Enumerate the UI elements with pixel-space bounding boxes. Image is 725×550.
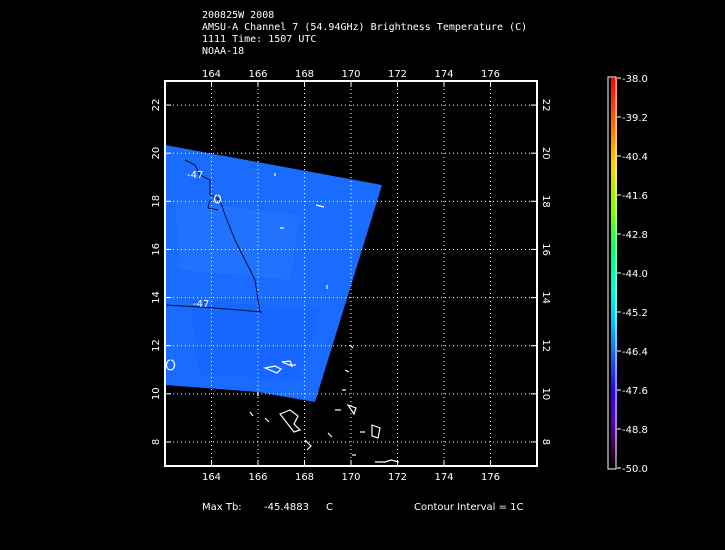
max-tb-value: -45.4883 [264, 502, 309, 513]
lat-label-right: 12 [540, 339, 551, 352]
figure-header: 200825W 2008 AMSU-A Channel 7 (54.94GHz)… [202, 10, 527, 58]
colorbar [611, 78, 617, 468]
lon-label-top: 166 [248, 69, 267, 80]
lon-label-bottom: 172 [388, 472, 407, 483]
colorbar-label: -48.8 [622, 425, 648, 436]
max-tb-unit: C [326, 502, 333, 513]
max-tb-label: Max Tb: [202, 502, 242, 513]
time-line: 1111 Time: 1507 UTC [202, 34, 317, 45]
lat-label-left: 20 [151, 147, 162, 160]
colorbar-label: -46.4 [622, 347, 648, 358]
contour-interval: Contour Interval = 1C [414, 502, 524, 513]
colorbar-label: -44.0 [622, 269, 648, 280]
contour-label-2: -47 [193, 299, 209, 310]
lat-label-right: 10 [540, 387, 551, 400]
lon-label-bottom: 170 [341, 472, 360, 483]
colorbar-label: -41.6 [622, 191, 648, 202]
lat-label-left: 22 [151, 99, 162, 112]
product-title: AMSU-A Channel 7 (54.94GHz) Brightness T… [202, 22, 528, 33]
lon-label-top: 164 [202, 69, 221, 80]
lat-label-left: 18 [151, 195, 162, 208]
colorbar-label: -45.2 [622, 308, 648, 319]
plot-frame [164, 80, 538, 467]
grid-lines [165, 81, 537, 466]
lat-label-right: 14 [540, 291, 551, 304]
satellite-name: NOAA-18 [202, 46, 245, 57]
lat-label-right: 16 [540, 243, 551, 256]
colorbar-label: -42.8 [622, 230, 648, 241]
lon-label-bottom: 176 [481, 472, 500, 483]
lat-label-left: 12 [151, 339, 162, 352]
colorbar-label: -38.0 [622, 74, 648, 85]
lon-label-bottom: 166 [248, 472, 267, 483]
coastlines [165, 173, 400, 463]
lat-label-left: 16 [151, 243, 162, 256]
swath-variation [175, 200, 300, 280]
colorbar-label: -47.6 [622, 386, 648, 397]
lat-label-right: 20 [540, 147, 551, 160]
lat-label-left: 14 [151, 291, 162, 304]
lon-label-top: 174 [434, 69, 453, 80]
lat-label-right: 22 [540, 99, 551, 112]
lon-label-top: 176 [481, 69, 500, 80]
lon-label-top: 172 [388, 69, 407, 80]
lon-label-top: 168 [295, 69, 314, 80]
lon-label-bottom: 164 [202, 472, 221, 483]
swath-variation-2 [190, 300, 320, 380]
lat-label-right: 8 [540, 439, 551, 445]
lon-label-bottom: 174 [434, 472, 453, 483]
colorbar-label: -50.0 [622, 464, 648, 475]
colorbar-label: -39.2 [622, 113, 648, 124]
lon-label-bottom: 168 [295, 472, 314, 483]
lat-label-left: 10 [151, 387, 162, 400]
contour-label-1: -47 [187, 170, 203, 181]
contour-lines [165, 159, 263, 313]
lat-label-left: 8 [151, 439, 162, 445]
colorbar-label: -40.4 [622, 152, 648, 163]
storm-id: 200825W 2008 [202, 10, 275, 21]
lon-label-top: 170 [341, 69, 360, 80]
lat-label-right: 18 [540, 195, 551, 208]
